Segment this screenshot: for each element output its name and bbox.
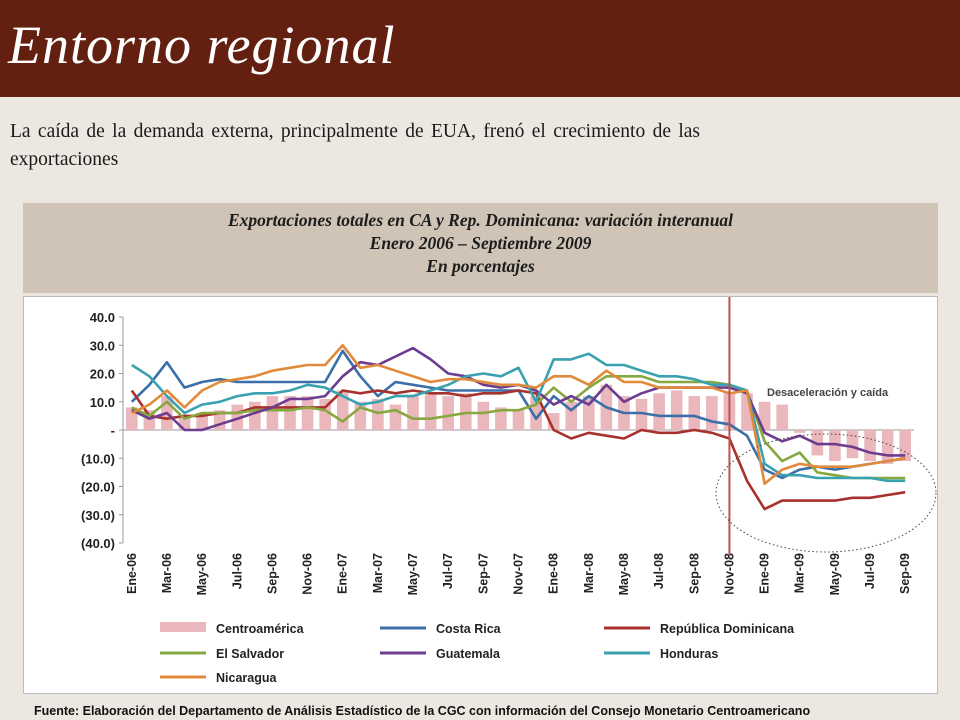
- bar-centroamerica: [512, 410, 525, 430]
- y-tick-label: 20.0: [90, 367, 115, 382]
- y-tick-label: -: [111, 423, 115, 438]
- x-tick-label: Nov-06: [301, 553, 315, 595]
- y-tick-label: (40.0): [81, 536, 115, 551]
- x-tick-label: Jul-06: [230, 553, 244, 589]
- exports-chart: 40.0 30.0 20.0 10.0 - (10.0) (20.0) (30.0) (40.0…: [81, 297, 937, 685]
- x-tick-label: Mar-07: [371, 553, 385, 593]
- page-title: Entorno regional: [8, 15, 396, 75]
- bar-centroamerica: [547, 413, 560, 430]
- bar-centroamerica: [389, 404, 402, 430]
- bar-centroamerica: [688, 396, 701, 430]
- legend-label: Honduras: [660, 647, 718, 661]
- legend-label: Costa Rica: [436, 622, 502, 636]
- x-tick-label: Jul-07: [441, 553, 455, 589]
- bar-centroamerica: [741, 393, 753, 430]
- legend-label: Nicaragua: [216, 671, 277, 685]
- bar-centroamerica: [635, 398, 648, 430]
- bar-centroamerica: [196, 413, 208, 430]
- x-tick-label: Nov-08: [722, 553, 736, 595]
- x-tick-label: Jul-08: [652, 553, 666, 589]
- bar-centroamerica: [583, 396, 595, 430]
- x-tick-label: Ene-09: [758, 553, 772, 594]
- x-tick-label: Mar-08: [582, 553, 596, 593]
- y-tick-label: 40.0: [90, 310, 115, 325]
- x-tick-label: Mar-09: [793, 553, 807, 593]
- x-tick-label: Sep-08: [687, 553, 701, 594]
- x-tick-label: Nov-07: [512, 553, 526, 595]
- bar-centroamerica: [354, 401, 367, 430]
- y-tick-label: 10.0: [90, 395, 115, 410]
- bar-centroamerica: [477, 401, 490, 430]
- bar-centroamerica: [407, 396, 419, 430]
- x-tick-label: Sep-06: [265, 553, 279, 594]
- highlight-ellipse: [715, 433, 937, 553]
- annotation-label: Desaceleración y caída: [767, 387, 889, 399]
- chart-title-line1: Exportaciones totales en CA y Rep. Domin…: [227, 210, 734, 230]
- source-note: Fuente: Elaboración del Departamento de …: [34, 704, 811, 718]
- bar-centroamerica: [231, 404, 244, 430]
- y-tick-label: (10.0): [81, 451, 115, 466]
- bar-centroamerica: [776, 404, 788, 430]
- bar-centroamerica: [249, 401, 261, 430]
- bar-centroamerica: [459, 393, 472, 430]
- y-tick-label: (30.0): [81, 508, 115, 523]
- x-tick-label: May-09: [828, 553, 842, 595]
- x-tick-label: Mar-06: [160, 553, 174, 593]
- x-tick-label: May-07: [406, 553, 420, 595]
- bar-centroamerica: [864, 430, 876, 462]
- header-bar: Entorno regional: [0, 0, 960, 97]
- bar-centroamerica: [213, 410, 226, 430]
- bar-centroamerica: [336, 390, 349, 430]
- bar-centroamerica: [846, 430, 859, 459]
- x-tick-label: Jul-09: [863, 553, 877, 589]
- bar-centroamerica: [495, 407, 507, 430]
- line-honduras: [131, 352, 906, 483]
- bar-centroamerica: [442, 396, 454, 430]
- bar-centroamerica: [899, 430, 912, 462]
- bar-centroamerica: [565, 401, 578, 430]
- bar-centroamerica: [178, 415, 191, 430]
- legend-label: Centroamérica: [216, 622, 305, 636]
- legend-label: República Dominicana: [660, 622, 795, 636]
- bar-centroamerica: [266, 396, 279, 430]
- bar-centroamerica: [125, 407, 138, 430]
- bar-centroamerica: [284, 396, 296, 430]
- x-tick-label: Ene-07: [336, 553, 350, 594]
- bar-centroamerica: [881, 430, 894, 464]
- intro-text: La caída de la demanda externa, principa…: [10, 121, 700, 170]
- y-tick-label: (20.0): [81, 480, 115, 495]
- bar-centroamerica: [758, 401, 771, 430]
- x-tick-label: Ene-08: [547, 553, 561, 594]
- y-tick-label: 30.0: [90, 338, 115, 353]
- x-tick-label: May-08: [617, 553, 631, 595]
- x-tick-label: Ene-06: [125, 553, 139, 594]
- legend-label: Guatemala: [436, 647, 501, 661]
- bar-centroamerica: [706, 396, 718, 430]
- chart-title-line3: En porcentajes: [426, 256, 535, 276]
- x-tick-label: Sep-07: [476, 553, 490, 594]
- bar-centroamerica: [424, 393, 437, 430]
- bar-centroamerica: [793, 430, 806, 433]
- legend-label: El Salvador: [216, 647, 284, 661]
- bar-centroamerica: [143, 410, 156, 430]
- x-tick-label: Sep-09: [898, 553, 912, 594]
- bar-centroamerica: [530, 396, 542, 430]
- bar-centroamerica: [829, 430, 841, 462]
- x-tick-label: May-06: [195, 553, 209, 595]
- legend-swatch-bar: [160, 622, 206, 632]
- chart-title-line2: Enero 2006 – Septiembre 2009: [369, 233, 592, 253]
- line-nicaragua: [131, 343, 906, 485]
- bar-centroamerica: [301, 396, 314, 430]
- bar-centroamerica: [319, 398, 331, 430]
- bar-centroamerica: [372, 398, 384, 430]
- line-republica-dominicana: [130, 389, 906, 511]
- bar-centroamerica: [653, 393, 665, 430]
- chart-panel: 40.0 30.0 20.0 10.0 - (10.0) (20.0) (30.0) (40.0…: [23, 296, 938, 694]
- line-guatemala: [131, 346, 906, 457]
- bar-centroamerica: [670, 390, 683, 430]
- chart-title-box: Exportaciones totales en CA y Rep. Domin…: [23, 203, 938, 293]
